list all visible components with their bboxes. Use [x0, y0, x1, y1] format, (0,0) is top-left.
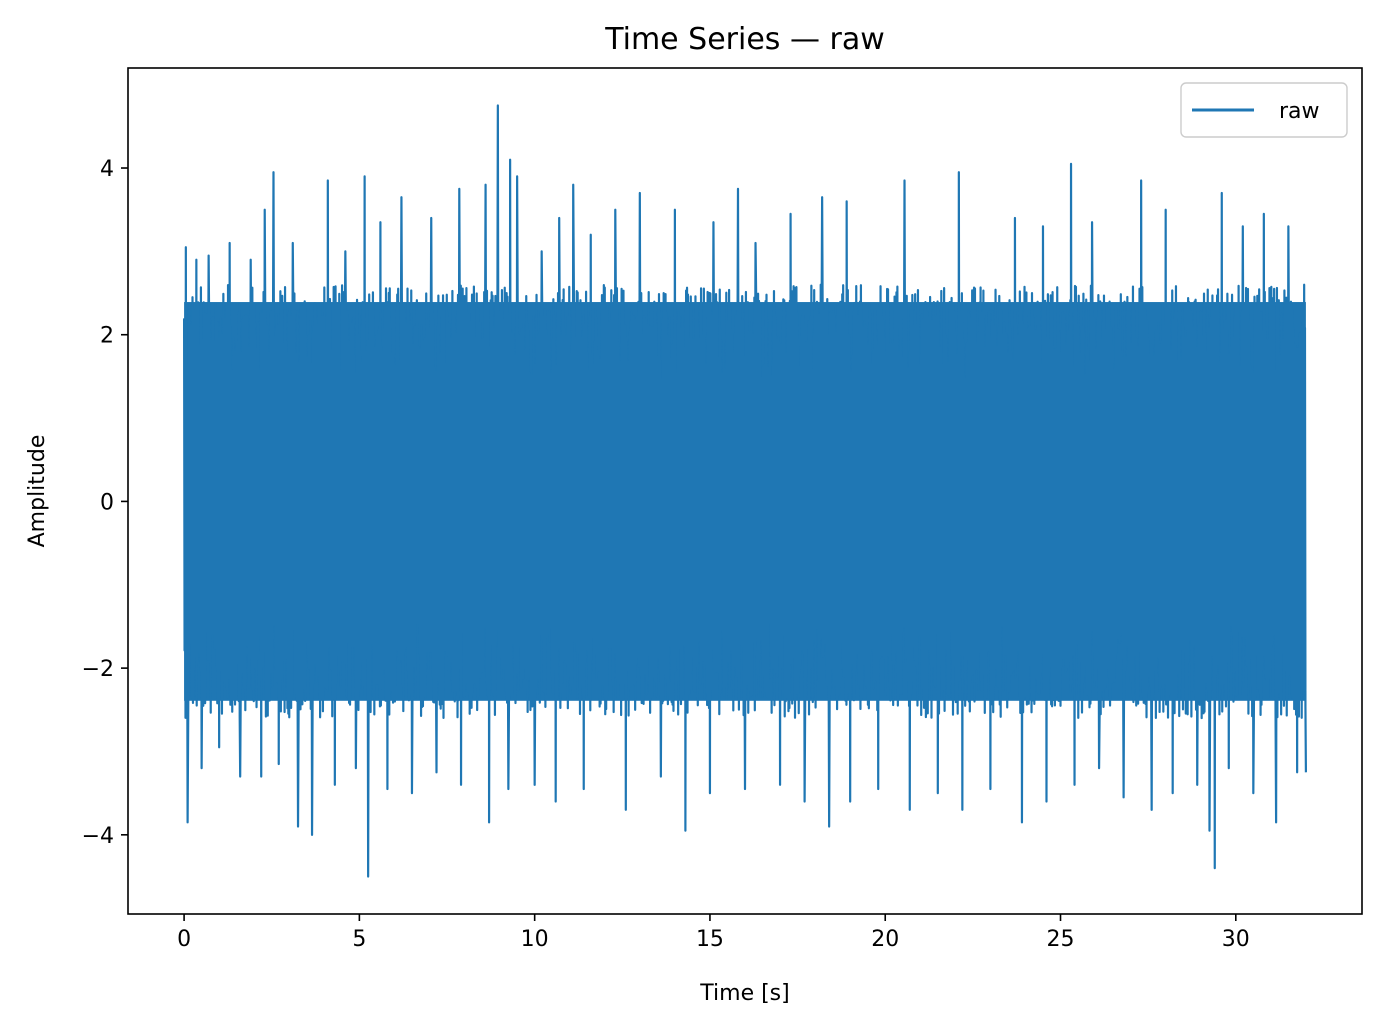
x-tick-label-3: 15 — [696, 927, 724, 952]
legend: raw — [1180, 82, 1348, 138]
legend-label-raw: raw — [1279, 99, 1320, 124]
y-tick-label-1: −2 — [82, 657, 114, 682]
y-tick-label-2: 0 — [100, 490, 114, 515]
x-axis-label: Time [s] — [699, 981, 789, 1006]
y-tick-label-4: 4 — [100, 157, 114, 182]
y-axis: −4 −2 0 2 4 — [82, 157, 128, 849]
x-tick-label-0: 0 — [177, 927, 191, 952]
x-tick-label-4: 20 — [871, 927, 899, 952]
x-tick-label-1: 5 — [352, 927, 366, 952]
x-tick-label-2: 10 — [521, 927, 549, 952]
x-tick-label-6: 30 — [1222, 927, 1250, 952]
axes-frame — [127, 67, 1363, 915]
x-axis: 0 5 10 15 20 25 30 — [177, 914, 1250, 952]
y-tick-label-0: −4 — [82, 824, 114, 849]
y-tick-label-3: 2 — [100, 324, 114, 349]
chart-title: Time Series — raw — [604, 22, 885, 57]
series-line-raw — [182, 104, 1308, 878]
x-tick-label-5: 25 — [1047, 927, 1075, 952]
plot-area — [182, 104, 1308, 878]
legend-box — [1180, 82, 1348, 138]
y-axis-label: Amplitude — [25, 435, 50, 548]
series-raw — [182, 104, 1308, 878]
